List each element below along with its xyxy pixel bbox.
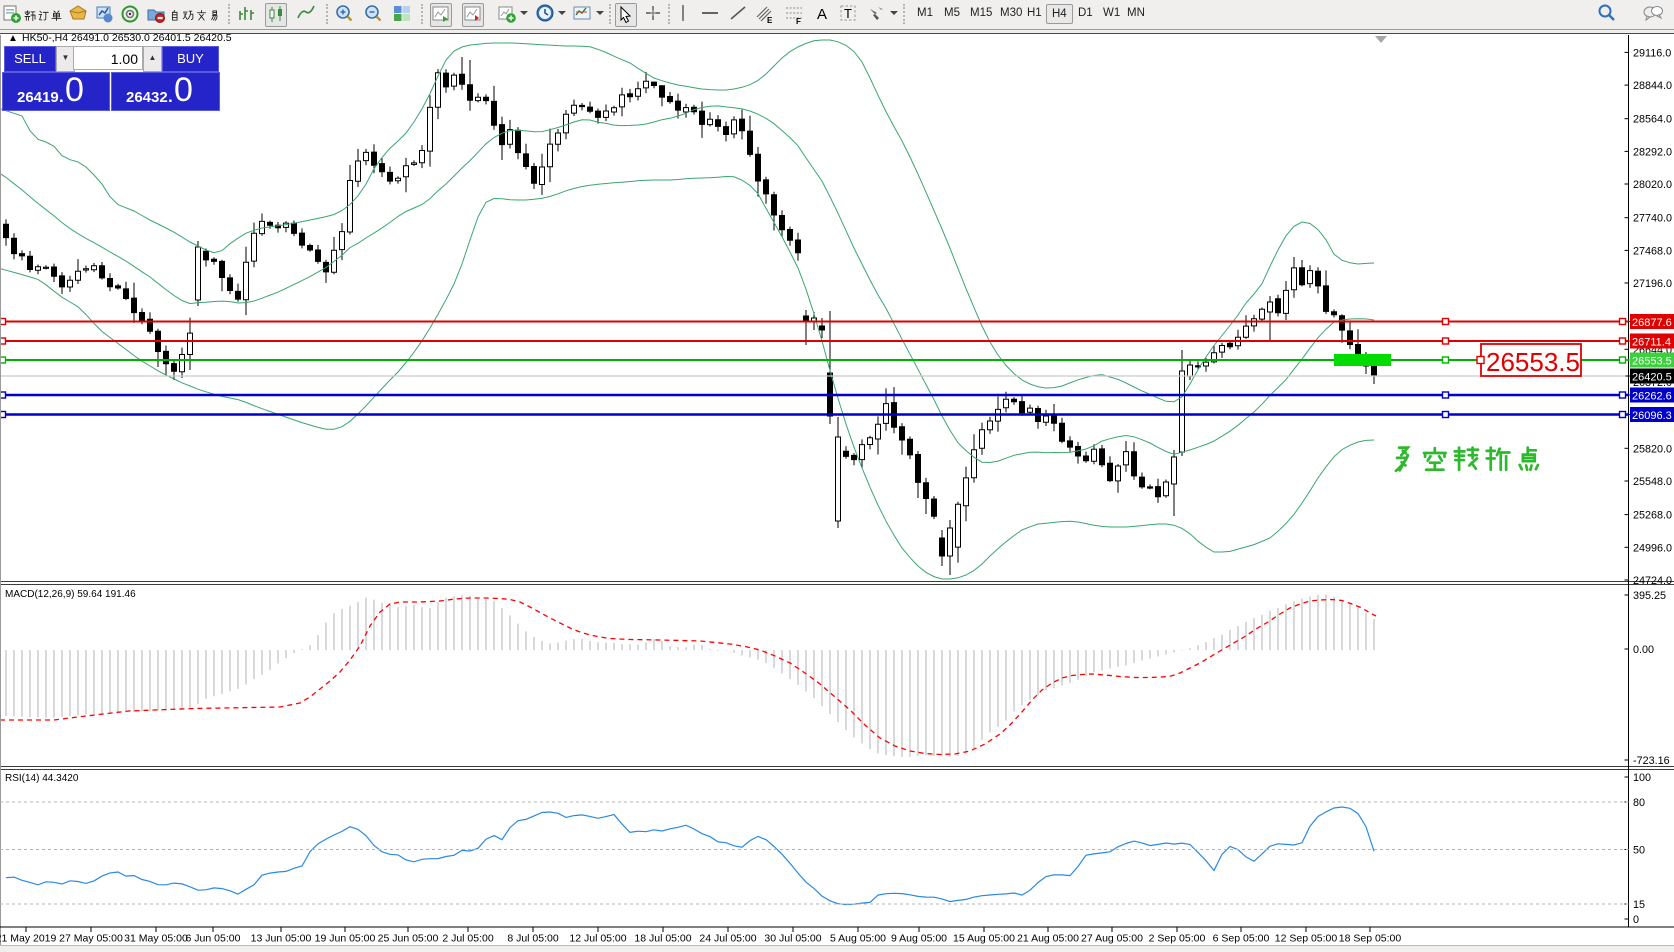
svg-text:26096.3: 26096.3 bbox=[1632, 410, 1672, 422]
svg-text:18 Sep 05:00: 18 Sep 05:00 bbox=[1339, 933, 1402, 945]
svg-text:21 May 2019: 21 May 2019 bbox=[0, 933, 57, 945]
svg-text:25268.0: 25268.0 bbox=[1633, 510, 1672, 522]
svg-text:24 Jul 05:00: 24 Jul 05:00 bbox=[699, 933, 756, 945]
svg-text:26877.6: 26877.6 bbox=[1632, 317, 1672, 329]
svg-text:2 Sep 05:00: 2 Sep 05:00 bbox=[1149, 933, 1206, 945]
svg-text:24724.0: 24724.0 bbox=[1633, 575, 1672, 587]
svg-text:26262.6: 26262.6 bbox=[1632, 391, 1672, 403]
svg-text:RSI(14) 44.3420: RSI(14) 44.3420 bbox=[5, 773, 79, 784]
svg-text:26420.5: 26420.5 bbox=[1632, 372, 1672, 384]
svg-text:25548.0: 25548.0 bbox=[1633, 476, 1672, 488]
svg-text:E: E bbox=[767, 16, 773, 25]
svg-text:13 Jun 05:00: 13 Jun 05:00 bbox=[251, 933, 312, 945]
svg-text:5 Aug 05:00: 5 Aug 05:00 bbox=[830, 933, 886, 945]
svg-text:-723.16: -723.16 bbox=[1633, 755, 1670, 767]
svg-text:▲: ▲ bbox=[8, 33, 18, 44]
svg-text:8 Jul 05:00: 8 Jul 05:00 bbox=[507, 933, 559, 945]
svg-text:28020.0: 28020.0 bbox=[1633, 179, 1672, 191]
svg-text:HK50-,H4 26491.0 26530.0 2640: HK50-,H4 26491.0 26530.0 26401.5 26420.5 bbox=[22, 33, 232, 44]
svg-text:100: 100 bbox=[1633, 772, 1651, 784]
svg-text:T: T bbox=[844, 6, 852, 21]
svg-text:27740.0: 27740.0 bbox=[1633, 213, 1672, 225]
svg-text:24996.0: 24996.0 bbox=[1633, 542, 1672, 554]
svg-text:2 Jul 05:00: 2 Jul 05:00 bbox=[442, 933, 494, 945]
svg-text:80: 80 bbox=[1633, 797, 1645, 809]
svg-text:18 Jul 05:00: 18 Jul 05:00 bbox=[634, 933, 691, 945]
svg-text:6 Jun 05:00: 6 Jun 05:00 bbox=[186, 933, 241, 945]
svg-text:9 Aug 05:00: 9 Aug 05:00 bbox=[891, 933, 947, 945]
svg-text:29116.0: 29116.0 bbox=[1633, 47, 1671, 59]
svg-text:0.00: 0.00 bbox=[1633, 644, 1654, 656]
svg-text:30 Jul 05:00: 30 Jul 05:00 bbox=[764, 933, 821, 945]
svg-text:F: F bbox=[796, 17, 801, 25]
svg-text:MACD(12,26,9) 59.64 191.46: MACD(12,26,9) 59.64 191.46 bbox=[5, 589, 136, 600]
svg-text:27 May 05:00: 27 May 05:00 bbox=[59, 933, 123, 945]
svg-text:27468.0: 27468.0 bbox=[1633, 245, 1672, 257]
svg-text:27196.0: 27196.0 bbox=[1633, 278, 1672, 290]
svg-text:25820.0: 25820.0 bbox=[1633, 443, 1672, 455]
svg-text:28292.0: 28292.0 bbox=[1633, 146, 1672, 158]
svg-text:19 Jun 05:00: 19 Jun 05:00 bbox=[315, 933, 376, 945]
svg-text:25 Jun 05:00: 25 Jun 05:00 bbox=[378, 933, 439, 945]
svg-text:28844.0: 28844.0 bbox=[1633, 80, 1672, 92]
svg-text:26553.5: 26553.5 bbox=[1486, 347, 1580, 377]
svg-text:26711.4: 26711.4 bbox=[1632, 337, 1671, 349]
svg-text:12 Jul 05:00: 12 Jul 05:00 bbox=[569, 933, 626, 945]
svg-text:A: A bbox=[817, 6, 827, 23]
svg-text:395.25: 395.25 bbox=[1633, 590, 1666, 602]
svg-text:21 Aug 05:00: 21 Aug 05:00 bbox=[1017, 933, 1079, 945]
svg-text:31 May 05:00: 31 May 05:00 bbox=[124, 933, 188, 945]
svg-text:15: 15 bbox=[1633, 899, 1645, 911]
svg-text:27 Aug 05:00: 27 Aug 05:00 bbox=[1081, 933, 1143, 945]
svg-text:6 Sep 05:00: 6 Sep 05:00 bbox=[1213, 933, 1270, 945]
svg-text:28564.0: 28564.0 bbox=[1633, 114, 1672, 126]
svg-text:26553.5: 26553.5 bbox=[1632, 356, 1672, 368]
svg-text:12 Sep 05:00: 12 Sep 05:00 bbox=[1275, 933, 1338, 945]
svg-text:0: 0 bbox=[1633, 914, 1639, 926]
svg-text:15 Aug 05:00: 15 Aug 05:00 bbox=[953, 933, 1015, 945]
svg-text:50: 50 bbox=[1633, 845, 1645, 857]
